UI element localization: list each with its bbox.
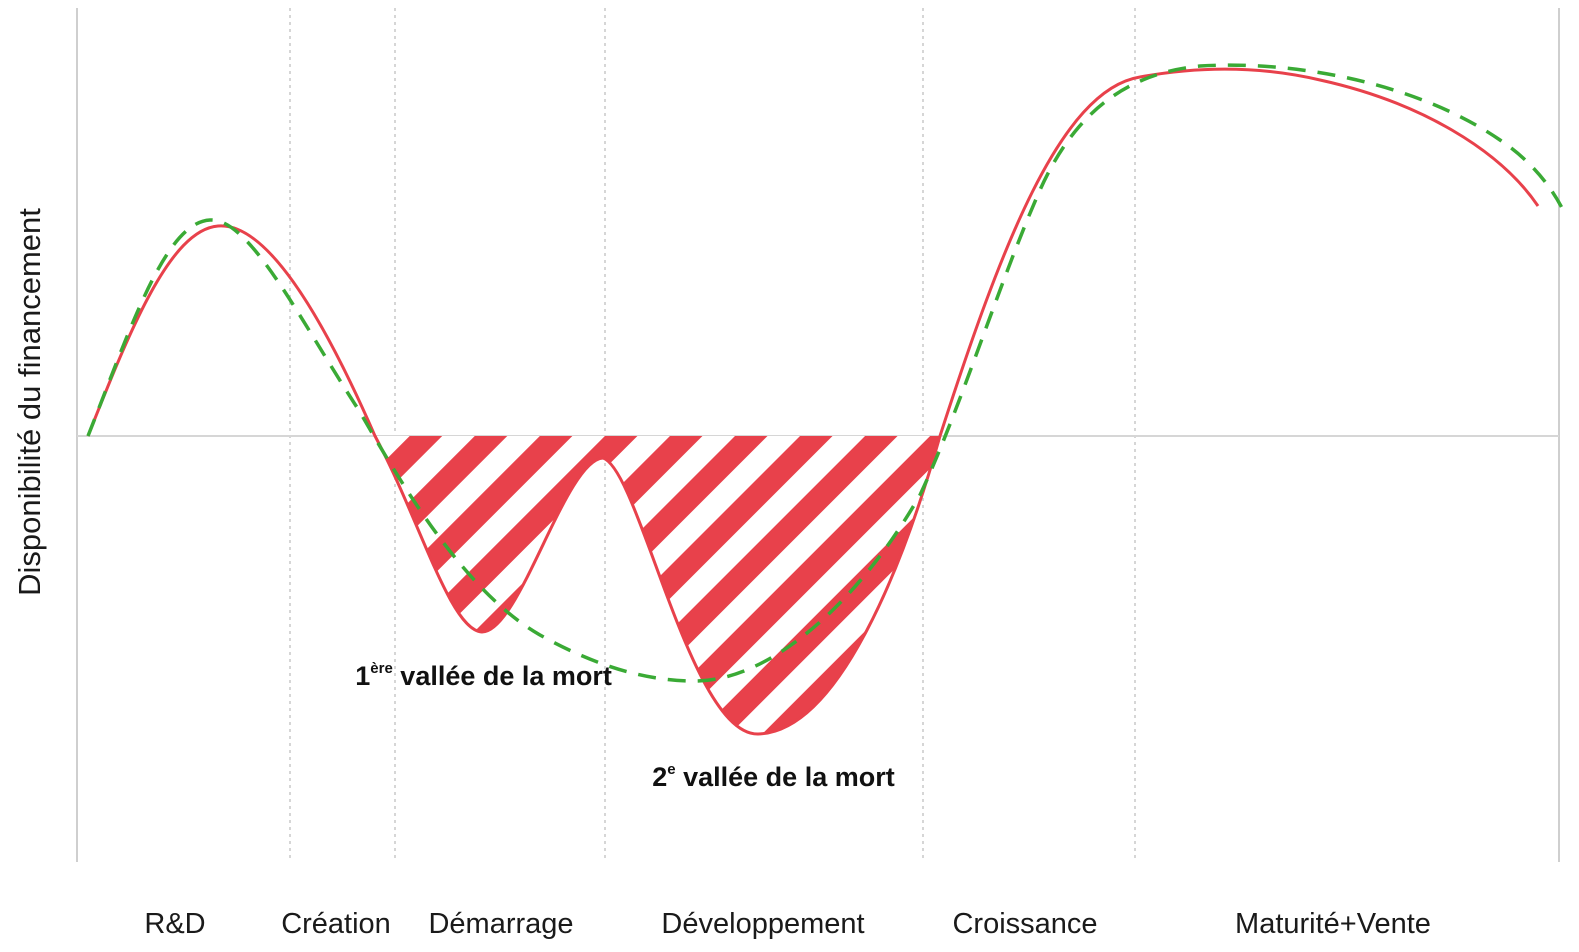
stage-labels: R&D Création Démarrage Développement Cro… <box>144 908 1431 940</box>
annotation-second-valley-number: 2 <box>652 762 667 792</box>
stage-label-maturite-vente: Maturité+Vente <box>1235 908 1431 940</box>
valley-1-hatch <box>375 436 603 632</box>
annotation-second-valley-text: vallée de la mort <box>676 762 895 792</box>
funding-curve-solid <box>86 67 1540 736</box>
funding-curve-dashed <box>86 63 1564 683</box>
annotation-first-valley-number: 1 <box>355 661 370 691</box>
stage-label-croissance: Croissance <box>952 908 1097 940</box>
valley-2-hatch <box>603 436 940 735</box>
y-axis-label: Disponibilité du financement <box>12 208 47 596</box>
annotation-first-valley-sup: ère <box>370 660 393 677</box>
annotation-second-valley-sup: e <box>667 761 675 778</box>
stage-label-rd: R&D <box>144 908 205 940</box>
stage-label-demarrage: Démarrage <box>428 908 573 940</box>
annotation-first-valley: 1ère vallée de la mort <box>333 660 625 691</box>
annotation-first-valley-text: vallée de la mort <box>393 661 612 691</box>
annotation-second-valley: 2e vallée de la mort <box>630 761 908 792</box>
stage-label-creation: Création <box>281 908 391 940</box>
stage-label-developpement: Développement <box>661 908 864 940</box>
